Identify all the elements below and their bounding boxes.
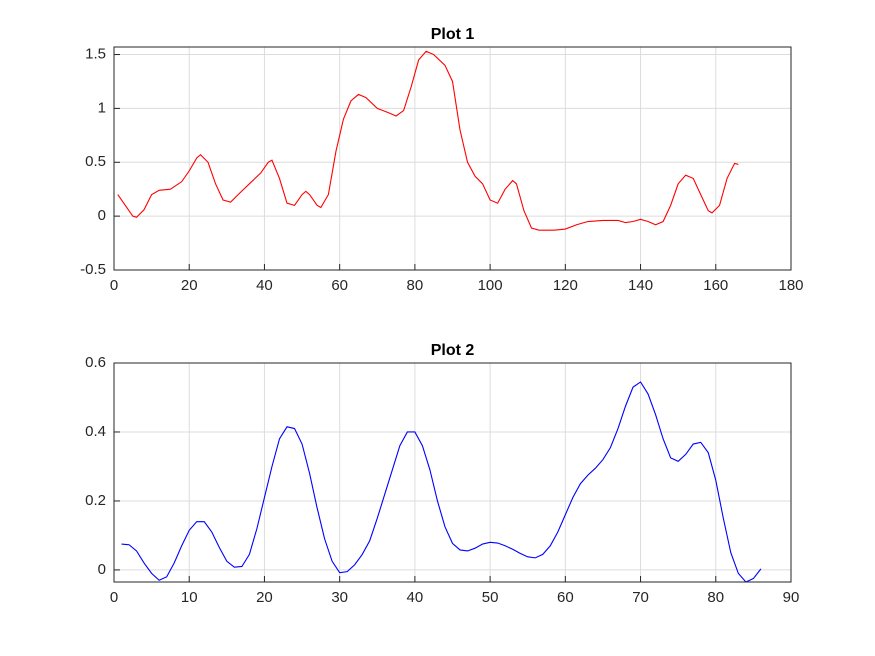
- x-tick-label: 80: [707, 589, 724, 606]
- x-tick-label: 180: [778, 277, 803, 294]
- x-tick-label: 120: [553, 277, 578, 294]
- x-tick-label: 60: [331, 277, 348, 294]
- x-tick-label: 30: [331, 589, 348, 606]
- x-tick-label: 60: [557, 589, 574, 606]
- axes-box: [113, 362, 792, 583]
- y-tick-label: 0.5: [85, 153, 106, 170]
- x-tick-label: 40: [256, 277, 273, 294]
- x-tick-label: 0: [110, 589, 118, 606]
- y-tick-label: 0: [98, 207, 106, 224]
- x-tick-label: 100: [478, 277, 503, 294]
- x-tick-label: 160: [703, 277, 728, 294]
- data-line: [121, 381, 762, 583]
- x-tick-label: 10: [181, 589, 198, 606]
- y-tick-label: 1: [98, 99, 106, 116]
- y-tick-label: 1.5: [85, 46, 106, 63]
- chart-title: Plot 1: [431, 26, 475, 43]
- x-tick-label: 70: [632, 589, 649, 606]
- x-tick-label: 20: [181, 277, 198, 294]
- x-tick-label: 50: [482, 589, 499, 606]
- x-tick-label: 90: [783, 589, 800, 606]
- x-tick-label: 80: [407, 277, 424, 294]
- y-tick-label: 0.2: [85, 492, 106, 509]
- x-tick-label: 140: [628, 277, 653, 294]
- x-tick-label: 0: [110, 277, 118, 294]
- y-tick-label: 0.4: [85, 423, 106, 440]
- y-tick-label: 0.6: [85, 354, 106, 371]
- chart-title: Plot 2: [431, 342, 475, 359]
- y-tick-label: -0.5: [80, 261, 106, 278]
- y-tick-label: 0: [98, 561, 106, 578]
- x-tick-label: 20: [256, 589, 273, 606]
- x-tick-label: 40: [407, 589, 424, 606]
- data-line: [117, 50, 739, 231]
- axes-background: [114, 363, 791, 582]
- axes-box: [113, 46, 792, 271]
